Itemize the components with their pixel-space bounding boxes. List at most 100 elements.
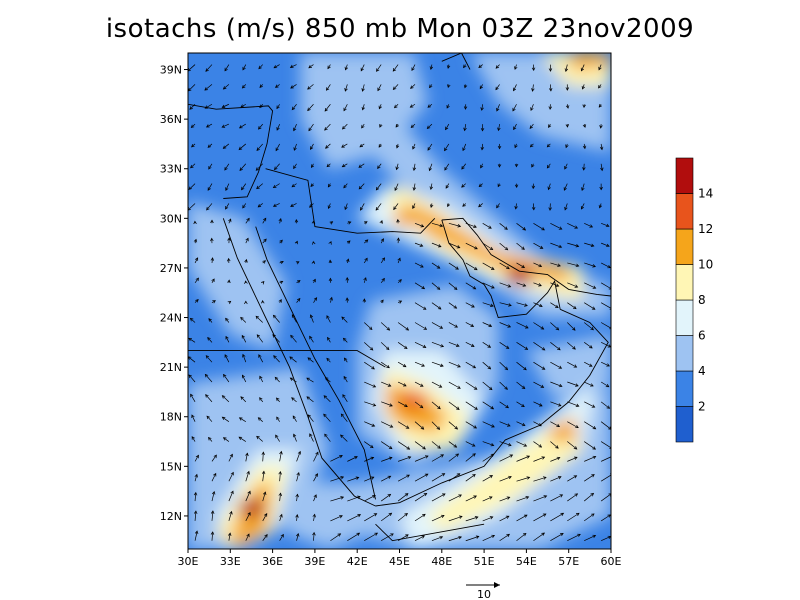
wind-arrow bbox=[567, 381, 579, 387]
wind-arrow-head bbox=[441, 473, 446, 477]
wind-arrow-head bbox=[598, 84, 602, 89]
wind-arrow bbox=[207, 337, 213, 343]
wind-arrow-head bbox=[389, 403, 393, 407]
wind-arrow bbox=[397, 258, 401, 264]
wind-arrow bbox=[516, 262, 525, 268]
wind-arrow bbox=[279, 218, 282, 224]
wind-arrow bbox=[347, 532, 360, 542]
wind-arrow bbox=[258, 417, 263, 422]
wind-arrow-head bbox=[222, 437, 227, 441]
wind-arrow bbox=[600, 421, 611, 430]
wind-arrow bbox=[516, 361, 527, 371]
wind-arrow-head bbox=[542, 513, 547, 517]
wind-arrow-head bbox=[436, 286, 441, 290]
wind-arrow bbox=[600, 242, 610, 247]
wind-arrow bbox=[465, 282, 476, 290]
wind-arrow bbox=[290, 64, 297, 68]
wind-arrow bbox=[239, 417, 246, 422]
wind-arrow bbox=[598, 64, 602, 70]
wind-arrow bbox=[359, 143, 365, 148]
wind-arrow-head bbox=[549, 87, 553, 92]
wind-arrow-head bbox=[548, 68, 553, 72]
wind-arrow-head bbox=[240, 396, 244, 400]
wind-arrow bbox=[533, 361, 545, 370]
wind-arrow-head bbox=[369, 347, 374, 351]
wind-arrow bbox=[242, 375, 247, 383]
wind-arrow-head bbox=[326, 357, 330, 362]
wind-arrow-head bbox=[244, 280, 248, 285]
wind-arrow-head bbox=[580, 205, 585, 210]
wind-arrow bbox=[499, 223, 508, 230]
wind-arrow-head bbox=[259, 375, 263, 380]
wind-arrow-head bbox=[437, 445, 441, 449]
wind-arrow-head bbox=[457, 364, 461, 368]
wind-arrow-head bbox=[405, 327, 410, 331]
wind-arrow-head bbox=[590, 383, 594, 387]
wind-arrow bbox=[191, 414, 196, 422]
wind-arrow-head bbox=[427, 147, 431, 151]
wind-arrow-head bbox=[422, 446, 426, 450]
wind-arrow-head bbox=[340, 413, 345, 418]
wind-arrow bbox=[276, 123, 280, 131]
wind-arrow-head bbox=[558, 365, 563, 369]
wind-arrow-head bbox=[458, 494, 462, 498]
wind-arrow-head bbox=[246, 217, 250, 222]
wind-arrow bbox=[565, 64, 568, 72]
wind-arrow bbox=[259, 376, 264, 383]
wind-arrow-head bbox=[195, 277, 199, 282]
wind-arrow-head bbox=[582, 124, 587, 128]
wind-arrow-head bbox=[429, 204, 434, 209]
wind-arrow bbox=[583, 322, 594, 331]
wind-arrow bbox=[499, 515, 510, 522]
wind-arrow bbox=[292, 415, 297, 422]
wind-arrow bbox=[310, 314, 314, 323]
wind-arrow bbox=[465, 242, 478, 250]
wind-arrow-head bbox=[581, 187, 585, 191]
wind-arrow-head bbox=[454, 426, 459, 430]
wind-arrow-head bbox=[404, 493, 409, 497]
wind-arrow bbox=[245, 512, 251, 522]
wind-arrow-head bbox=[240, 316, 244, 321]
wind-arrow bbox=[394, 104, 399, 108]
wind-arrow-head bbox=[188, 337, 192, 342]
wind-arrow bbox=[550, 457, 560, 462]
wind-arrow bbox=[273, 203, 280, 207]
wind-arrow bbox=[364, 532, 378, 542]
wind-arrow bbox=[567, 475, 577, 482]
wind-arrow-head bbox=[256, 334, 261, 338]
wind-arrow-head bbox=[212, 300, 216, 304]
wind-arrow-head bbox=[565, 144, 569, 149]
wind-arrow-head bbox=[204, 87, 208, 91]
wind-arrow-head bbox=[407, 456, 412, 460]
wind-arrow-head bbox=[456, 473, 461, 477]
wind-arrow bbox=[499, 476, 512, 482]
wind-arrow-head bbox=[274, 376, 279, 381]
wind-arrow-head bbox=[262, 260, 266, 264]
wind-arrow-head bbox=[495, 65, 500, 69]
wind-arrow-head bbox=[480, 146, 485, 151]
wind-arrow-head bbox=[558, 244, 563, 249]
wind-arrow bbox=[427, 143, 433, 151]
wind-arrow-head bbox=[291, 314, 295, 318]
wind-arrow-head bbox=[259, 104, 263, 109]
wind-arrow-head bbox=[278, 217, 282, 222]
wind-arrow-head bbox=[344, 87, 348, 92]
wind-arrow-head bbox=[444, 166, 448, 171]
wind-arrow bbox=[211, 491, 215, 502]
wind-arrow-head bbox=[565, 124, 570, 128]
wind-arrow bbox=[444, 163, 450, 171]
wind-arrow-head bbox=[495, 86, 499, 91]
wind-arrow-head bbox=[290, 85, 294, 89]
wind-arrow-head bbox=[193, 220, 197, 225]
wind-arrow-head bbox=[226, 257, 231, 262]
wind-arrow bbox=[482, 475, 493, 482]
wind-arrow-head bbox=[444, 147, 448, 152]
wind-arrow-head bbox=[541, 227, 545, 231]
wind-arrow bbox=[499, 361, 508, 370]
wind-arrow-head bbox=[472, 473, 476, 478]
wind-arrow-head bbox=[514, 144, 518, 149]
wind-arrow bbox=[448, 516, 463, 522]
wind-arrow bbox=[275, 143, 280, 151]
wind-arrow-head bbox=[295, 514, 299, 518]
wind-arrow-head bbox=[310, 146, 314, 150]
